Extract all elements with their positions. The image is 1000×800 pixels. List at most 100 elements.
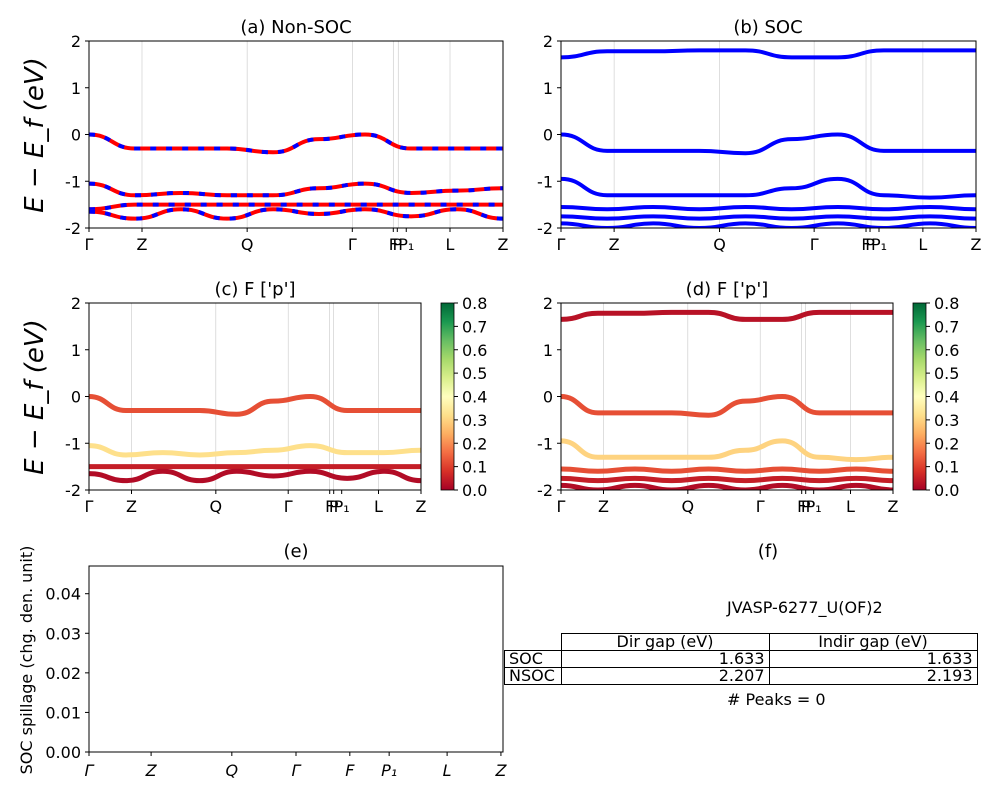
xtick-label: P₁ [398, 235, 414, 254]
panel-b-plot [561, 41, 976, 228]
ylabel-energy-middle: E − E_f (eV) [20, 319, 50, 475]
ytick-label: 2 [71, 32, 81, 51]
ytick-label: 0 [543, 126, 553, 145]
ytick-label: 1 [543, 341, 553, 360]
xtick-label: Γ [85, 497, 94, 516]
xtick-label: P₁ [806, 497, 822, 516]
panel-f-title: (f) [758, 541, 778, 562]
band-line-overlay [89, 132, 503, 155]
band-scatter [561, 438, 893, 463]
ytick-label: 0 [543, 388, 553, 407]
xtick-label: Γ [348, 235, 357, 254]
xtick-label: Z [137, 235, 148, 254]
xtick-label: Z [598, 497, 609, 516]
xtick-label: P [801, 497, 811, 516]
colorbar-tick-label: 0.3 [934, 411, 959, 430]
colorbar-d [912, 302, 927, 491]
xtick-label: P [865, 235, 875, 254]
colorbar-tick-label: 0.0 [934, 481, 959, 500]
xtick-label: L [443, 761, 452, 780]
band-scatter [89, 443, 421, 458]
band-scatter [561, 475, 893, 484]
xtick-label: Γ [557, 497, 566, 516]
ytick-label: 2 [543, 32, 553, 51]
ytick-label: -2 [537, 481, 553, 500]
band-scatter [561, 466, 893, 474]
ytick-label: 1 [543, 79, 553, 98]
ytick-label: 0.04 [45, 585, 81, 604]
panel-c-frame [88, 302, 422, 491]
xtick-label: Γ [292, 761, 302, 780]
xtick-label: F [345, 761, 355, 780]
xtick-label: L [846, 497, 855, 516]
ytick-label: 1 [71, 79, 81, 98]
colorbar-tick-label: 0.1 [462, 458, 487, 477]
panel-c-plot [89, 303, 421, 490]
panel-b-title: (b) SOC [733, 17, 802, 38]
table-corner [505, 634, 562, 651]
xtick-label: Z [416, 497, 427, 516]
band-line [561, 214, 976, 221]
colorbar-tick-label: 0.5 [462, 364, 487, 383]
ylabel-energy-top: E − E_f (eV) [20, 57, 50, 213]
ytick-label: 0.03 [45, 624, 81, 643]
table-row: NSOC 2.207 2.193 [504, 667, 978, 685]
ytick-label: 2 [543, 294, 553, 313]
ytick-label: -2 [65, 481, 81, 500]
panel-a-plot [89, 41, 503, 228]
header-indir-gap: Indir gap (eV) [768, 633, 978, 651]
xtick-label: L [374, 497, 383, 516]
xtick-label: F [325, 497, 334, 516]
ylabel-spillage: SOC spillage (chg. den. unit) [17, 546, 36, 775]
xtick-label: Q [682, 497, 695, 516]
band-scatter [89, 468, 421, 484]
ytick-label: 0 [71, 388, 81, 407]
xtick-label: P₁ [381, 761, 397, 780]
panel-e-title: (e) [283, 541, 308, 562]
panel-d-plot [561, 303, 893, 490]
colorbar-tick-label: 0.0 [462, 481, 487, 500]
band-line [561, 221, 976, 228]
colorbar-tick-label: 0.8 [462, 294, 487, 313]
xtick-label: Z [145, 761, 158, 780]
xtick-label: Q [713, 235, 726, 254]
band-line-overlay [89, 202, 503, 212]
xtick-label: Z [498, 235, 509, 254]
band-scatter [89, 393, 421, 417]
xtick-label: Γ [85, 761, 95, 780]
xtick-label: Γ [756, 497, 765, 516]
xtick-label: F [861, 235, 870, 254]
colorbar-c [440, 302, 455, 491]
colorbar-tick-label: 0.1 [934, 458, 959, 477]
colorbar-tick-label: 0.7 [462, 317, 487, 336]
band-scatter [561, 482, 893, 490]
row-label: NSOC [504, 667, 562, 685]
ytick-label: 2 [71, 294, 81, 313]
ytick-label: -1 [537, 434, 553, 453]
ytick-label: -2 [537, 219, 553, 238]
colorbar-tick-label: 0.4 [934, 388, 959, 407]
gap-table: Dir gap (eV) Indir gap (eV) SOC 1.633 1.… [504, 633, 978, 685]
xtick-label: Z [888, 497, 899, 516]
xtick-label: Z [494, 761, 507, 780]
xtick-label: Z [126, 497, 137, 516]
ytick-label: 0.02 [45, 664, 81, 683]
xtick-label: L [918, 235, 927, 254]
ytick-label: 1 [71, 341, 81, 360]
panel-d-frame [560, 302, 894, 491]
ytick-label: 0 [71, 126, 81, 145]
xtick-label: Q [210, 497, 223, 516]
xtick-label: Γ [810, 235, 819, 254]
panel-c-title: (c) F ['p'] [214, 279, 295, 300]
ytick-label: 0.00 [45, 743, 81, 762]
panel-b-frame [560, 40, 977, 229]
band-scatter [561, 393, 893, 418]
band-line [561, 132, 976, 156]
xtick-label: F [389, 235, 398, 254]
material-name: JVASP-6277_U(OF)2 [727, 598, 883, 617]
colorbar-tick-label: 0.6 [462, 341, 487, 360]
xtick-label: Γ [284, 497, 293, 516]
colorbar-tick-label: 0.4 [462, 388, 487, 407]
table-row: SOC 1.633 1.633 [504, 650, 978, 668]
